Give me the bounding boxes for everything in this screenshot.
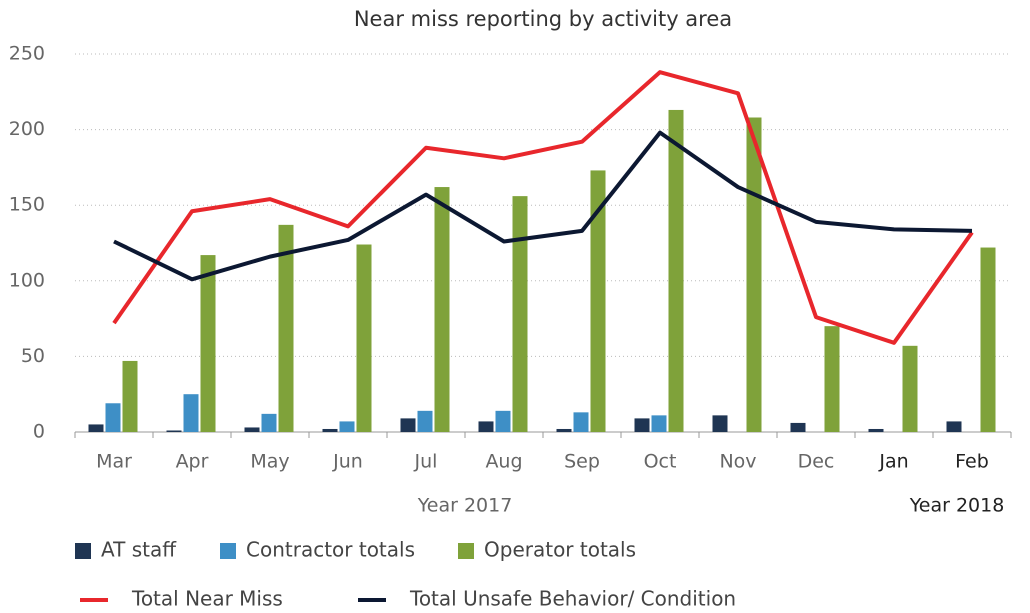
bar [590,170,606,432]
bar [651,415,667,432]
group-label: Year 2018 [909,495,1005,517]
bar [573,412,589,432]
bar [400,418,416,432]
bar [556,428,572,432]
bar [434,187,450,432]
bar [902,345,918,432]
x-tick-label: May [250,451,289,473]
bar [322,428,338,432]
x-tick-label: Aug [485,451,522,473]
chart-title: Near miss reporting by activity area [354,7,732,31]
legend-swatch [75,543,91,559]
x-tick-label: Jun [332,451,363,473]
bar [244,427,260,432]
bar [278,224,294,432]
bar [478,421,494,432]
bar [88,424,104,432]
x-tick-label: Jan [878,451,908,473]
legend-swatch [458,543,474,559]
x-tick-label: Jul [414,451,438,473]
line [113,130,973,282]
legend-swatch [220,543,236,559]
bar [712,415,728,432]
legend-label: Total Unsafe Behavior/ Condition [409,587,736,611]
bar [495,410,511,432]
line [112,70,974,345]
y-tick-label: 100 [9,269,45,291]
bar [105,403,121,432]
y-tick-label: 0 [33,421,45,443]
bar [980,247,996,432]
x-tick-label: Sep [564,451,600,473]
bar [200,255,216,432]
x-tick-label: Mar [96,451,132,473]
bar [668,109,684,432]
legend-label: AT staff [101,538,177,562]
bar [183,394,199,432]
legend-label: Contractor totals [246,538,415,562]
y-tick-label: 200 [9,118,45,140]
legend-label: Operator totals [484,538,636,562]
bar [122,360,138,432]
bar [746,117,762,432]
bar [868,428,884,432]
bar [339,421,355,432]
legend-label: Total Near Miss [131,587,283,611]
y-tick-label: 250 [9,43,45,65]
y-tick-label: 50 [21,345,45,367]
bar [634,418,650,432]
bar [946,421,962,432]
bar [790,422,806,432]
x-tick-label: Feb [955,451,989,473]
bar [824,326,840,432]
bar [417,410,433,432]
x-tick-label: Dec [798,451,835,473]
group-label: Year 2017 [417,495,513,517]
x-tick-label: Oct [644,451,677,473]
x-tick-label: Apr [176,451,209,473]
bar [261,413,277,432]
bar [166,430,182,432]
bar [512,196,528,432]
bar [356,244,372,432]
y-tick-label: 150 [9,194,45,216]
x-tick-label: Nov [719,451,756,473]
